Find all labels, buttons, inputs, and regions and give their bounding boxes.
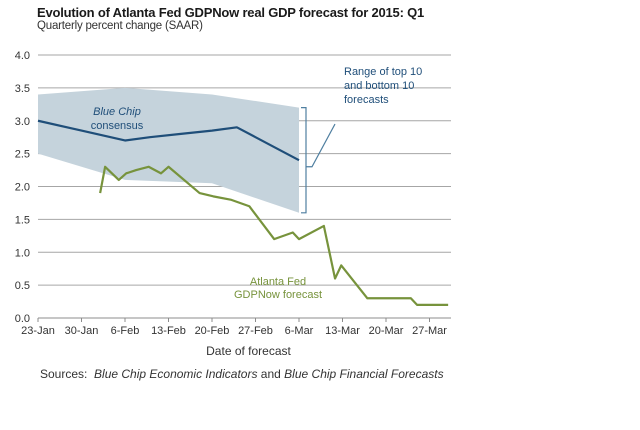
x-axis-title: Date of forecast (206, 344, 291, 358)
source-financial-forecasts: Blue Chip Financial Forecasts (284, 367, 444, 381)
sources-note: Sources: Blue Chip Economic Indicators a… (40, 367, 444, 381)
y-tick-label: 2.0 (15, 182, 30, 194)
x-tick-label: 6-Mar (285, 325, 314, 337)
y-tick-label: 2.5 (15, 149, 30, 161)
blue-chip-consensus-line (37, 119, 300, 162)
x-tick-label: 13-Feb (151, 325, 186, 337)
x-tick-label: 23-Jan (21, 325, 55, 337)
y-tick-label: 0.5 (15, 280, 30, 292)
x-tick-label: 6-Feb (111, 325, 140, 337)
gdpnow-label-line1: Atlanta Fed (250, 276, 306, 288)
sources-conjunction: and (260, 367, 281, 381)
y-tick-label: 3.5 (15, 83, 30, 95)
y-tick-label: 1.0 (15, 247, 30, 259)
y-tick-label: 4.0 (15, 50, 30, 62)
blue-chip-label-line1: Blue Chip (93, 106, 141, 118)
chart-title: Evolution of Atlanta Fed GDPNow real GDP… (37, 5, 425, 20)
y-tick-label: 0.0 (15, 313, 30, 325)
gdpnow-label-line2: GDPNow forecast (234, 289, 322, 301)
range-leader-line (306, 123, 336, 168)
x-tick-label: 27-Feb (238, 325, 273, 337)
range-bracket (301, 107, 307, 214)
x-tick-label: 30-Jan (65, 325, 99, 337)
x-tick-label: 20-Feb (195, 325, 230, 337)
sources-prefix: Sources: (40, 367, 88, 381)
x-tick-label: 20-Mar (369, 325, 404, 337)
y-tick-label: 1.5 (15, 214, 30, 226)
x-tick-label: 13-Mar (325, 325, 360, 337)
x-tick-label: 27-Mar (412, 325, 447, 337)
x-axis: 23-Jan 30-Jan 6-Feb 13-Feb 20-Feb 27-Feb 6-Mar… (21, 317, 451, 337)
chart-subtitle: Quarterly percent change (SAAR) (37, 20, 203, 32)
gdpnow-forecast-line (99, 165, 449, 306)
range-label-line2: and bottom 10 (344, 80, 414, 92)
range-label-line3: forecasts (344, 94, 389, 106)
blue-chip-label-line2: consensus (91, 120, 144, 132)
y-tick-label: 3.0 (15, 116, 30, 128)
source-economic-indicators: Blue Chip Economic Indicators (94, 367, 258, 381)
forecast-range-band (38, 87, 299, 213)
range-label-line1: Range of top 10 (344, 66, 422, 78)
y-axis-ticks: 0.0 0.5 1.0 1.5 2.0 2.5 3.0 3.5 4.0 (15, 50, 30, 325)
